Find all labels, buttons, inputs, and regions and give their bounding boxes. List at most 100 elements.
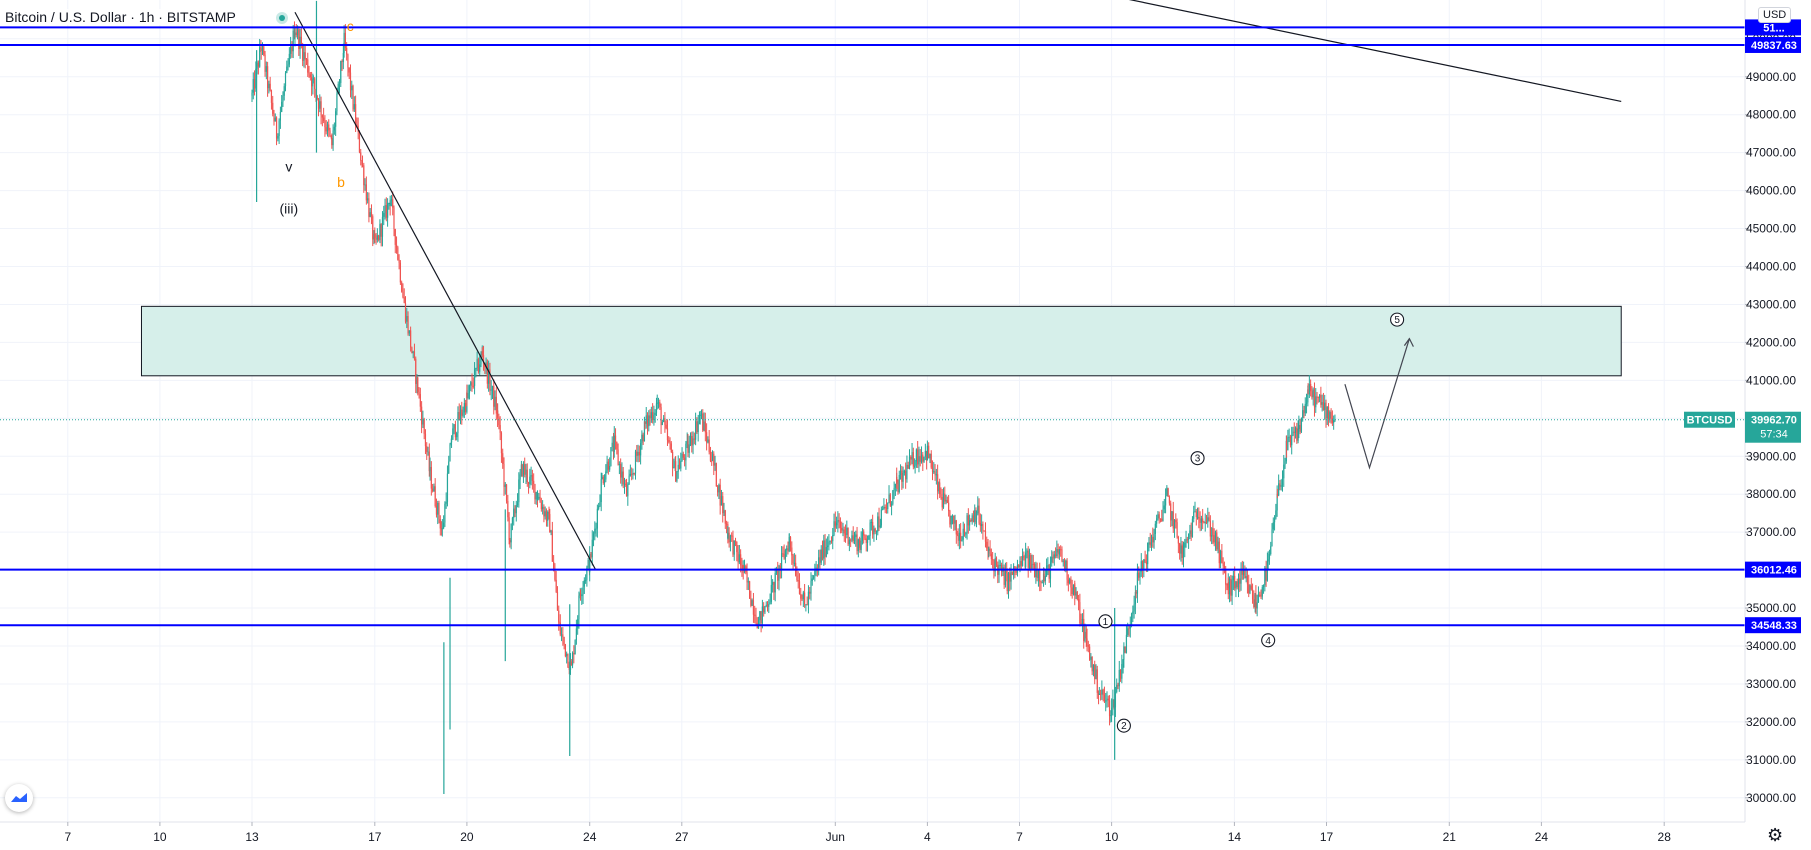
candle-body [755,615,757,624]
candle-body [1200,518,1202,523]
candle-body [942,493,945,508]
candle-body [1080,623,1082,625]
candle-body [298,29,300,49]
candle-body [547,511,549,521]
level-price-tag: 34548.33 [1745,617,1801,634]
candle-body [951,515,954,517]
price-tick-label: 37000.00 [1746,525,1796,539]
candle-body [742,565,744,571]
candle-body [581,594,583,597]
candle-body [857,539,859,552]
candle-body [364,184,366,186]
candle-body [616,441,618,450]
candle-body [965,533,967,535]
candle-body [438,502,440,520]
candle-body [1167,488,1169,497]
candle-body [1047,565,1049,567]
candle-body [686,441,688,444]
candle-body [1154,523,1156,534]
candle-body [1134,592,1136,605]
candle-body [890,503,893,506]
level-price-tag-bg [1745,19,1801,36]
candle-body [1243,570,1245,573]
candle-body [827,545,829,548]
candle-body [661,421,663,426]
candle-body [1303,410,1305,414]
candle-body [811,578,813,581]
candle-body [1193,511,1195,519]
candle-body [1127,628,1129,635]
candle-body [337,84,339,94]
wave-label-5: 5 [1394,315,1400,326]
candle-body [499,425,501,433]
candle-body [482,354,485,364]
candle-body [859,545,861,550]
candle-body [884,506,886,508]
candle-body [410,330,412,348]
candle-body [746,572,748,583]
candle-body [920,454,923,462]
candle-body [311,77,313,87]
candle-body [454,424,456,438]
candle-body [1135,592,1137,594]
candle-body [878,516,880,528]
candle-body [369,212,371,217]
candle-body [1106,698,1108,701]
candle-body [467,392,469,399]
candle-body [1279,483,1281,487]
candle-body [1294,427,1297,433]
candle-body [456,433,458,438]
candle-body [388,203,390,205]
candle-body [824,540,826,557]
candle-body [518,479,520,503]
candle-body [304,52,306,60]
candle-body [459,409,462,420]
candle-body [1046,565,1048,576]
candle-body [279,111,281,121]
candle-body [402,291,404,298]
candle-body [1114,691,1117,708]
candle-body [466,392,468,399]
candle-body [538,496,540,499]
candle-body [1219,550,1222,564]
candle-body [665,424,667,429]
candle-body [699,414,701,416]
candle-body [434,486,436,506]
candle-body [1260,595,1262,597]
candle-body [1268,554,1271,560]
candle-body [1240,570,1242,584]
candle-body [622,471,624,485]
gear-icon[interactable]: ⚙ [1767,825,1784,845]
candle-body [627,484,629,497]
candle-body [429,466,431,472]
candle-body [941,497,943,508]
candle-body [873,528,875,535]
candle-body [408,330,410,334]
candle-body [797,580,799,582]
wave-label-circle [1390,312,1405,327]
candle-body [620,464,622,478]
candle-body [416,377,418,384]
candle-body [914,465,916,467]
time-tick-label: 27 [675,830,689,844]
candle-body [368,198,370,217]
candle-body [1255,594,1257,609]
candle-body [1308,383,1310,395]
candle-body [524,464,526,475]
candle-body [828,541,830,546]
currency-button[interactable]: USD [1758,7,1792,23]
level-price-tag: 51... [1745,19,1801,36]
candle-body [935,474,937,476]
candle-body [397,247,399,260]
candle-body [314,78,316,89]
tradingview-logo-icon[interactable] [5,784,33,812]
candle-body [1300,418,1303,432]
candle-body [1098,693,1100,696]
candle-body [569,661,572,671]
candle-body [1170,503,1172,521]
candle-body [1284,461,1286,465]
candle-body [1025,552,1027,568]
candle-body [957,535,959,541]
candle-body [1057,549,1059,553]
